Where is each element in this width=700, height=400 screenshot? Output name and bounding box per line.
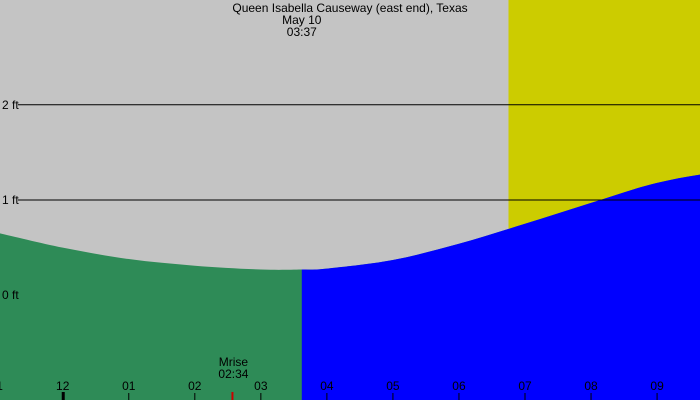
x-tick-label: 01	[122, 379, 136, 393]
low-tide-date: May 10	[282, 13, 322, 27]
x-tick-label: 04	[320, 379, 334, 393]
x-tick-label: 02	[188, 379, 202, 393]
x-tick-label: 06	[452, 379, 466, 393]
y-tick-labels: 2 ft 1 ft 0 ft	[2, 98, 19, 302]
x-tick-labels: 11 12 01 02 03 04 05 06 07 08 09	[0, 379, 664, 393]
moonrise-label: Mrise	[219, 355, 249, 369]
tide-highlight-area	[301, 174, 700, 400]
y-tick-label: 2 ft	[2, 98, 19, 112]
x-tick-label: 05	[386, 379, 400, 393]
chart-title: Queen Isabella Causeway (east end), Texa…	[232, 1, 467, 15]
y-tick-label: 1 ft	[2, 193, 19, 207]
moonrise-time: 02:34	[218, 367, 248, 381]
low-tide-time: 03:37	[287, 25, 317, 39]
x-tick-label: 12	[56, 379, 70, 393]
y-tick-label: 0 ft	[2, 288, 19, 302]
x-ticks	[61, 392, 658, 400]
midnight-marker	[61, 392, 65, 400]
x-tick-label: 11	[0, 379, 3, 393]
x-tick-label: 07	[518, 379, 532, 393]
y-gridlines	[18, 104, 700, 201]
x-tick-label: 08	[584, 379, 598, 393]
x-tick-label: 09	[650, 379, 664, 393]
x-tick-label: 03	[254, 379, 268, 393]
